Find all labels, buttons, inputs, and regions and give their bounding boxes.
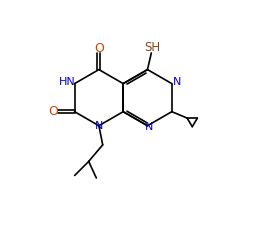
Text: N: N	[173, 77, 182, 87]
Text: SH: SH	[145, 41, 161, 54]
Text: HN: HN	[59, 77, 76, 87]
Text: N: N	[95, 121, 103, 131]
Text: O: O	[94, 42, 104, 55]
Text: N: N	[145, 122, 153, 132]
Text: O: O	[48, 105, 58, 118]
